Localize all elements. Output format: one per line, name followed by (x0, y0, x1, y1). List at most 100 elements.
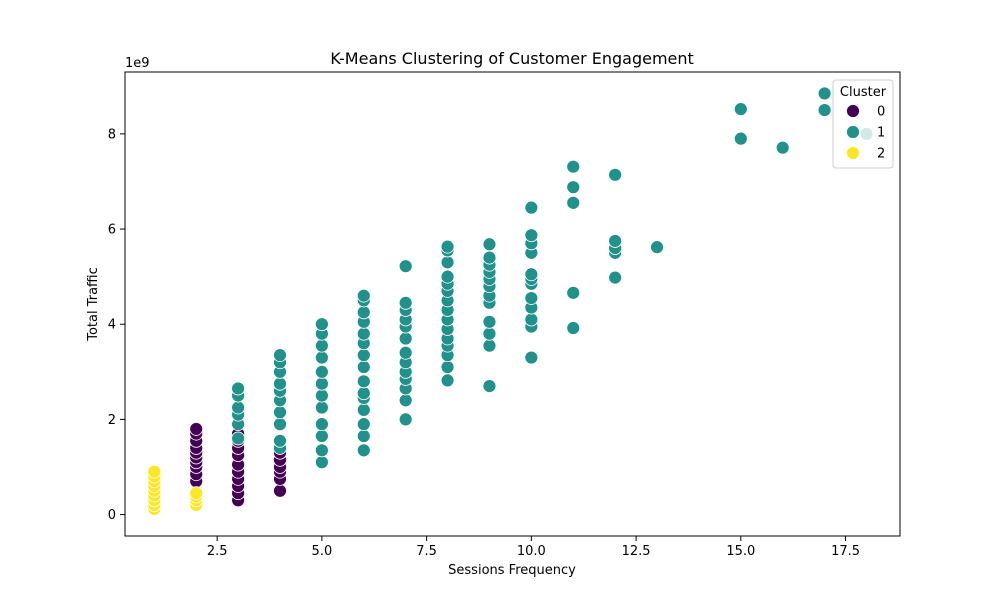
plot-frame (124, 71, 901, 537)
y-tick-label: 0 (108, 508, 116, 523)
data-point-cluster-1 (440, 360, 455, 374)
data-point-cluster-1 (314, 388, 329, 403)
x-tick-label: 7.5 (416, 544, 437, 559)
legend-label-cluster-2: 2 (877, 147, 885, 162)
legend-marker-cluster-0 (846, 104, 860, 118)
y-axis-multiplier: 1e9 (125, 56, 150, 71)
data-point-cluster-1 (314, 400, 329, 415)
data-point-cluster-1 (314, 350, 329, 365)
data-point-cluster-1 (356, 288, 371, 303)
data-point-cluster-1 (482, 250, 497, 265)
data-point-cluster-1 (524, 312, 539, 327)
data-point-cluster-1 (356, 374, 371, 389)
data-point-cluster-1 (398, 393, 413, 408)
y-tick-label: 6 (108, 223, 116, 238)
legend-label-cluster-0: 0 (877, 105, 885, 120)
data-point-cluster-1 (440, 239, 455, 254)
legend-title: Cluster (840, 85, 887, 100)
data-point-cluster-1 (566, 321, 581, 335)
data-point-cluster-1 (231, 381, 246, 396)
data-point-cluster-1 (440, 269, 455, 284)
data-point-cluster-1 (482, 326, 497, 341)
y-tick-label: 8 (108, 127, 116, 142)
legend-entries: 0 1 2 (846, 104, 885, 162)
data-point-cluster-1 (566, 285, 581, 300)
data-point-cluster-1 (273, 376, 287, 391)
data-point-cluster-1 (566, 195, 581, 210)
data-point-cluster-1 (524, 291, 539, 305)
data-point-cluster-1 (356, 348, 371, 363)
x-axis-label: Sessions Frequency (448, 563, 576, 578)
data-point-cluster-1 (817, 86, 832, 101)
legend: Cluster 0 1 2 (832, 79, 894, 169)
data-point-cluster-1 (273, 405, 287, 420)
chart-title: K-Means Clustering of Customer Engagemen… (330, 49, 694, 68)
data-point-cluster-1 (273, 417, 287, 432)
data-point-cluster-1 (775, 140, 790, 155)
data-point-cluster-1 (482, 237, 497, 252)
data-point-cluster-1 (733, 131, 748, 146)
data-point-cluster-1 (314, 455, 329, 470)
data-point-cluster-1 (273, 348, 287, 363)
data-point-cluster-1 (733, 102, 748, 117)
y-tick-label: 4 (108, 318, 116, 333)
data-point-cluster-1 (356, 326, 371, 341)
data-point-cluster-0 (189, 422, 204, 436)
data-point-cluster-1 (524, 228, 539, 243)
data-point-cluster-1 (524, 267, 539, 282)
data-point-cluster-1 (231, 431, 246, 446)
data-point-cluster-1 (608, 167, 623, 182)
data-point-cluster-1 (356, 305, 371, 320)
data-point-cluster-1 (314, 443, 329, 458)
data-point-cluster-1 (398, 331, 413, 346)
x-tick-label: 10.0 (517, 544, 546, 559)
y-tick-label: 2 (108, 413, 116, 428)
data-point-cluster-1 (566, 159, 581, 174)
x-axis: 2.5 5.0 7.5 10.0 12.5 15.0 17.5 (207, 536, 860, 559)
data-point-cluster-1 (356, 443, 371, 458)
data-point-cluster-1 (440, 373, 455, 388)
data-point-cluster-1 (356, 386, 371, 401)
data-point-cluster-1 (440, 255, 455, 270)
x-tick-label: 17.5 (831, 544, 860, 559)
x-tick-label: 5.0 (312, 544, 333, 559)
x-tick-label: 15.0 (726, 544, 755, 559)
x-tick-label: 2.5 (207, 544, 228, 559)
data-point-cluster-1 (356, 417, 371, 432)
data-point-cluster-1 (356, 360, 371, 374)
data-point-cluster-1 (398, 345, 413, 360)
data-point-cluster-1 (273, 433, 287, 448)
data-point-cluster-1 (398, 412, 413, 427)
data-point-cluster-0 (273, 483, 287, 498)
data-point-cluster-2 (147, 464, 162, 479)
data-point-cluster-1 (524, 200, 539, 215)
data-point-cluster-1 (650, 240, 664, 255)
data-point-cluster-1 (482, 379, 497, 393)
data-point-cluster-1 (482, 314, 497, 329)
x-tick-label: 12.5 (622, 544, 651, 559)
legend-frame (832, 79, 894, 169)
data-point-cluster-1 (398, 259, 413, 274)
data-point-cluster-1 (482, 338, 497, 353)
data-point-cluster-1 (608, 270, 623, 285)
data-point-cluster-1 (524, 350, 539, 365)
data-point-cluster-2 (189, 486, 204, 501)
data-point-cluster-1 (314, 317, 329, 332)
data-point-cluster-1 (608, 234, 623, 248)
data-point-cluster-1 (314, 429, 329, 443)
data-point-cluster-1 (314, 364, 329, 379)
data-point-cluster-1 (566, 180, 581, 195)
points-layer (147, 86, 874, 516)
y-axis: 0 2 4 6 8 (108, 127, 125, 523)
legend-marker-cluster-2 (846, 146, 860, 160)
data-point-cluster-1 (314, 376, 329, 391)
data-point-cluster-1 (314, 417, 329, 432)
legend-label-cluster-1: 1 (877, 126, 885, 141)
data-point-cluster-1 (817, 103, 832, 117)
data-point-cluster-1 (314, 338, 329, 353)
data-point-cluster-1 (398, 295, 413, 310)
data-point-cluster-1 (356, 429, 371, 443)
data-point-cluster-1 (231, 400, 246, 415)
legend-marker-cluster-1 (846, 125, 860, 139)
data-point-cluster-1 (356, 402, 371, 417)
